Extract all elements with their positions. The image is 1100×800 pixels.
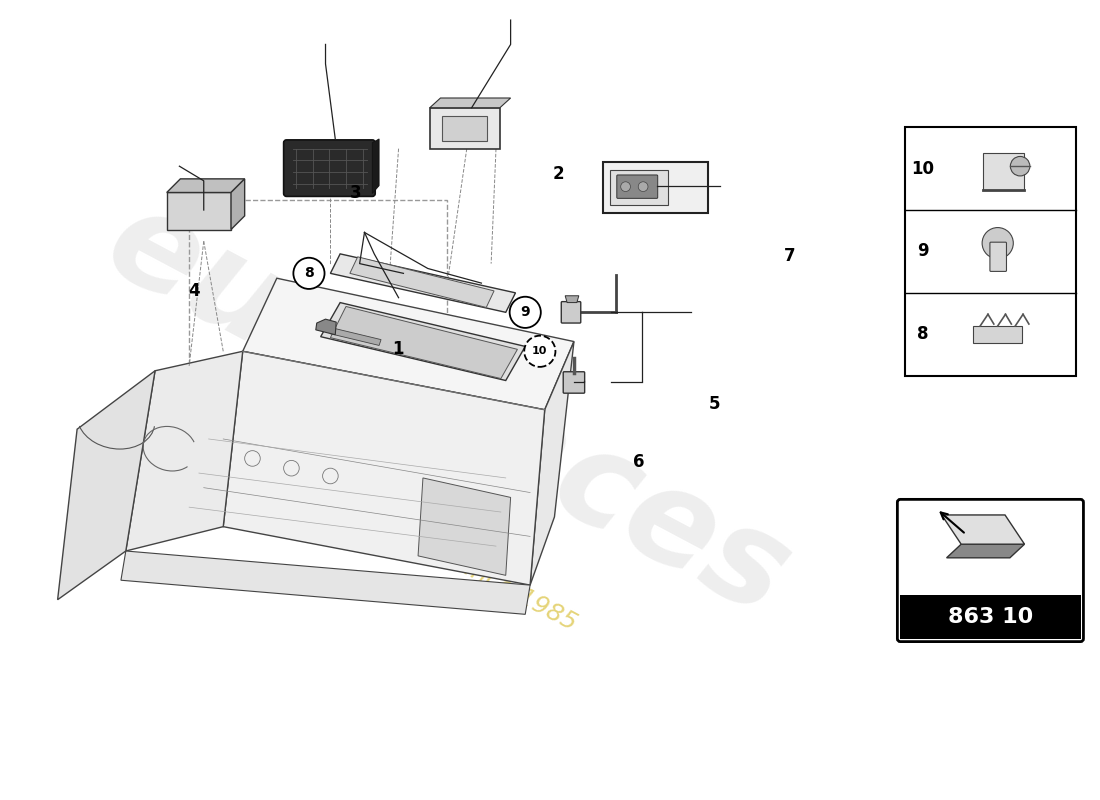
Text: 6: 6 <box>634 454 645 471</box>
Text: 863 10: 863 10 <box>948 607 1033 627</box>
Circle shape <box>294 258 324 289</box>
FancyBboxPatch shape <box>561 302 581 323</box>
FancyBboxPatch shape <box>898 499 1084 642</box>
Polygon shape <box>125 351 243 551</box>
FancyBboxPatch shape <box>430 108 499 149</box>
Polygon shape <box>947 544 1024 558</box>
Polygon shape <box>372 139 379 194</box>
FancyBboxPatch shape <box>617 175 658 198</box>
Polygon shape <box>530 342 574 585</box>
Polygon shape <box>330 306 517 378</box>
Polygon shape <box>350 257 494 307</box>
Text: 7: 7 <box>783 247 795 265</box>
Polygon shape <box>223 351 544 585</box>
Polygon shape <box>330 328 381 346</box>
FancyBboxPatch shape <box>442 115 487 141</box>
Text: 8: 8 <box>304 266 313 280</box>
Text: 5: 5 <box>708 395 720 413</box>
Polygon shape <box>320 302 525 381</box>
Circle shape <box>1011 157 1030 176</box>
Polygon shape <box>565 296 579 302</box>
Polygon shape <box>167 179 244 193</box>
Polygon shape <box>243 278 574 410</box>
FancyBboxPatch shape <box>900 595 1080 638</box>
FancyBboxPatch shape <box>284 140 375 196</box>
Text: 2: 2 <box>553 165 564 183</box>
Text: eurocaces: eurocaces <box>85 177 810 642</box>
Polygon shape <box>418 478 510 575</box>
Text: 1: 1 <box>393 340 404 358</box>
FancyBboxPatch shape <box>990 242 1006 271</box>
FancyBboxPatch shape <box>603 162 708 213</box>
Polygon shape <box>57 370 155 600</box>
Text: 9: 9 <box>917 242 928 261</box>
FancyBboxPatch shape <box>974 326 1022 343</box>
Circle shape <box>982 227 1013 258</box>
Text: 3: 3 <box>350 185 361 202</box>
Text: 10: 10 <box>532 346 548 356</box>
Polygon shape <box>121 551 530 614</box>
Polygon shape <box>231 179 244 230</box>
Text: a passion for parts since 1985: a passion for parts since 1985 <box>235 437 581 636</box>
Circle shape <box>620 182 630 191</box>
FancyBboxPatch shape <box>563 372 585 393</box>
Polygon shape <box>942 515 1024 544</box>
Polygon shape <box>167 193 231 230</box>
Text: 9: 9 <box>520 306 530 319</box>
Polygon shape <box>316 319 337 334</box>
Text: 8: 8 <box>917 326 928 343</box>
Circle shape <box>509 297 541 328</box>
FancyBboxPatch shape <box>983 153 1024 190</box>
Circle shape <box>638 182 648 191</box>
FancyBboxPatch shape <box>610 170 669 205</box>
Text: 4: 4 <box>189 282 200 300</box>
Text: 10: 10 <box>911 160 934 178</box>
Polygon shape <box>330 254 516 312</box>
Polygon shape <box>430 98 510 108</box>
Circle shape <box>525 336 556 367</box>
FancyBboxPatch shape <box>905 127 1076 376</box>
